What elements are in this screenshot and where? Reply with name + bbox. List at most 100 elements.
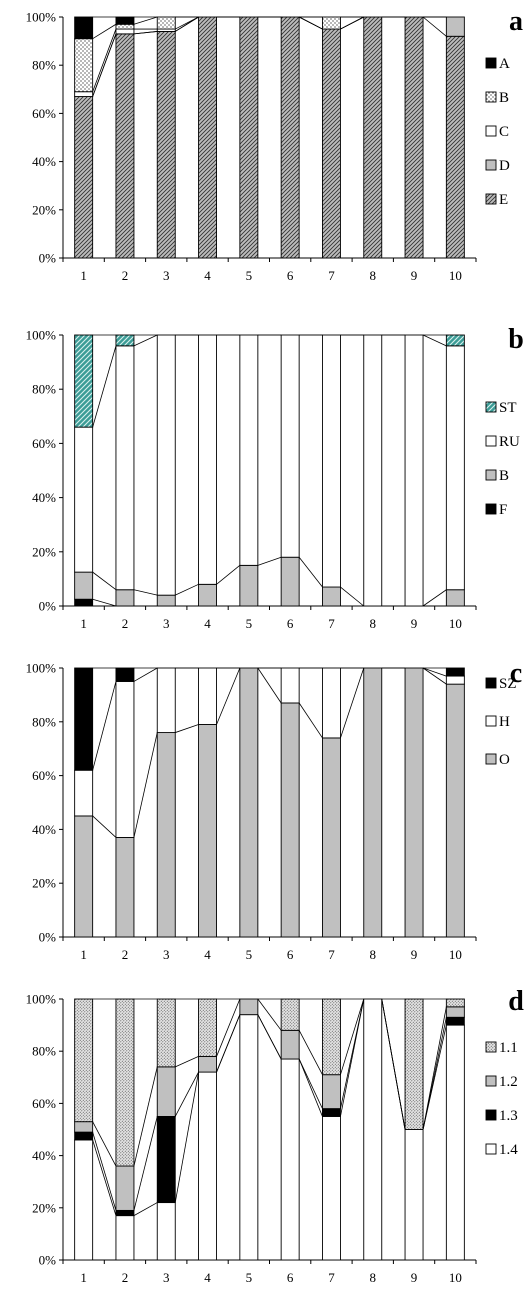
x-tick-label: 8: [370, 616, 377, 631]
bar-segment-1-2: [280, 1029, 300, 1060]
bar-segment-h: [322, 667, 341, 739]
series-line: [133, 732, 158, 838]
bar-segment-1-4: [445, 1024, 465, 1261]
panel-c: 0% 20% 40% 60% 80% 100% 1 2 3 4 5 6 7 8 9 10 cSZ H O: [26, 658, 523, 962]
bar-segment-e: [198, 16, 218, 259]
legend-label: O: [499, 752, 510, 768]
panel-letter: a: [509, 6, 523, 37]
x-tick-label: 4: [204, 268, 211, 283]
bar-segment-b: [445, 589, 465, 607]
series-line: [133, 1202, 158, 1216]
legend-swatch: [485, 503, 497, 515]
y-tick-label: 20%: [32, 1200, 56, 1215]
x-tick-label: 8: [370, 268, 377, 283]
series-line: [174, 1072, 199, 1203]
bar-segment-1-3: [115, 1209, 135, 1217]
y-tick-label: 20%: [32, 202, 56, 217]
bar-segment-ru: [445, 345, 465, 591]
bar-segment-1-1: [198, 998, 218, 1057]
series-line: [133, 16, 158, 25]
series-line: [298, 702, 323, 739]
y-tick-label: 100%: [26, 10, 57, 25]
series-line: [216, 1014, 241, 1073]
panel-d: 0% 20% 40% 60% 80% 100% 1 2 3 4 5 6 7 8 9 10 d 1.1 1.2 1.3 1…: [26, 986, 525, 1285]
series-line: [92, 815, 117, 838]
bar-segment-b: [156, 16, 176, 30]
x-tick-label: 3: [163, 268, 170, 283]
x-tick-label: 9: [411, 947, 418, 962]
series-line: [92, 33, 117, 97]
y-tick-label: 80%: [32, 382, 56, 397]
x-tick-label: 2: [122, 1270, 129, 1285]
x-tick-label: 1: [80, 616, 87, 631]
legend-label: C: [499, 124, 509, 140]
series-line: [92, 598, 117, 607]
x-tick-label: 7: [328, 616, 335, 631]
legend-swatch: [485, 1143, 497, 1155]
series-line: [216, 998, 241, 1057]
series-line: [92, 1139, 117, 1216]
y-tick-label: 40%: [32, 822, 56, 837]
bar-segment-1-1: [322, 998, 341, 1076]
bar-segment-b: [322, 586, 341, 607]
x-tick-label: 6: [287, 268, 294, 283]
legend-swatch: [485, 125, 497, 137]
bar-segment-o: [280, 702, 300, 938]
bar-segment-1-3: [322, 1108, 341, 1117]
x-tick-label: 1: [80, 1270, 87, 1285]
bar-segment-b: [156, 594, 176, 607]
bar-segment-1-1: [74, 998, 94, 1123]
bar-segment-c: [74, 91, 94, 97]
bar-segment-e: [156, 31, 176, 259]
x-tick-label: 10: [449, 616, 462, 631]
bar-segment-1-1: [156, 998, 176, 1068]
legend-swatch: [485, 1075, 497, 1087]
bar-segment-o: [74, 815, 94, 938]
x-tick-label: 10: [449, 1270, 462, 1285]
bar-segment-1-4: [280, 1058, 300, 1261]
x-tick-label: 6: [287, 947, 294, 962]
legend-label: ST: [499, 400, 517, 416]
series-line: [92, 28, 117, 92]
y-tick-label: 0%: [39, 599, 57, 614]
legend-swatch: [485, 159, 497, 171]
bar-segment-o: [198, 724, 218, 938]
series-line: [257, 998, 282, 1031]
legend-label: F: [499, 502, 507, 518]
series-line: [175, 1056, 199, 1068]
bar-segment-o: [363, 667, 383, 938]
series-line: [175, 583, 199, 596]
series-line: [175, 16, 199, 30]
bar-segment-b: [239, 564, 259, 607]
x-tick-label: 4: [204, 1270, 211, 1285]
legend-label: B: [499, 90, 509, 106]
legend-swatch: [485, 435, 497, 447]
y-tick-label: 40%: [32, 490, 56, 505]
bar-segment-1-3: [74, 1131, 94, 1141]
series-line: [92, 1131, 117, 1211]
panel-b: 0% 20% 40% 60% 80% 100% 1 2 3 4 5 6 7 8 9 10 b ST RU B F: [26, 324, 524, 631]
bar-segment-sz: [74, 667, 94, 771]
legend-label: H: [499, 714, 510, 730]
bar-segment-b: [74, 571, 94, 600]
bar-segment-1-2: [445, 1006, 465, 1018]
series-line: [422, 16, 447, 37]
panel-letter: d: [508, 986, 524, 1017]
legend-swatch: [485, 753, 497, 765]
series-line: [381, 998, 406, 1130]
x-tick-label: 7: [328, 947, 335, 962]
series-line: [216, 565, 241, 585]
y-tick-label: 20%: [32, 544, 56, 559]
series-line: [133, 589, 158, 596]
series-line: [422, 667, 447, 677]
bar-segment-1-2: [74, 1121, 94, 1133]
bar-segment-1-3: [156, 1115, 176, 1204]
bar-segment-e: [363, 16, 383, 259]
bar-segment-h: [198, 667, 218, 725]
x-tick-label: 5: [246, 268, 253, 283]
series-line: [422, 667, 447, 685]
bar-segment-1-1: [445, 998, 465, 1008]
x-tick-label: 9: [411, 616, 418, 631]
x-tick-label: 10: [449, 268, 462, 283]
legend-swatch: [485, 401, 497, 413]
